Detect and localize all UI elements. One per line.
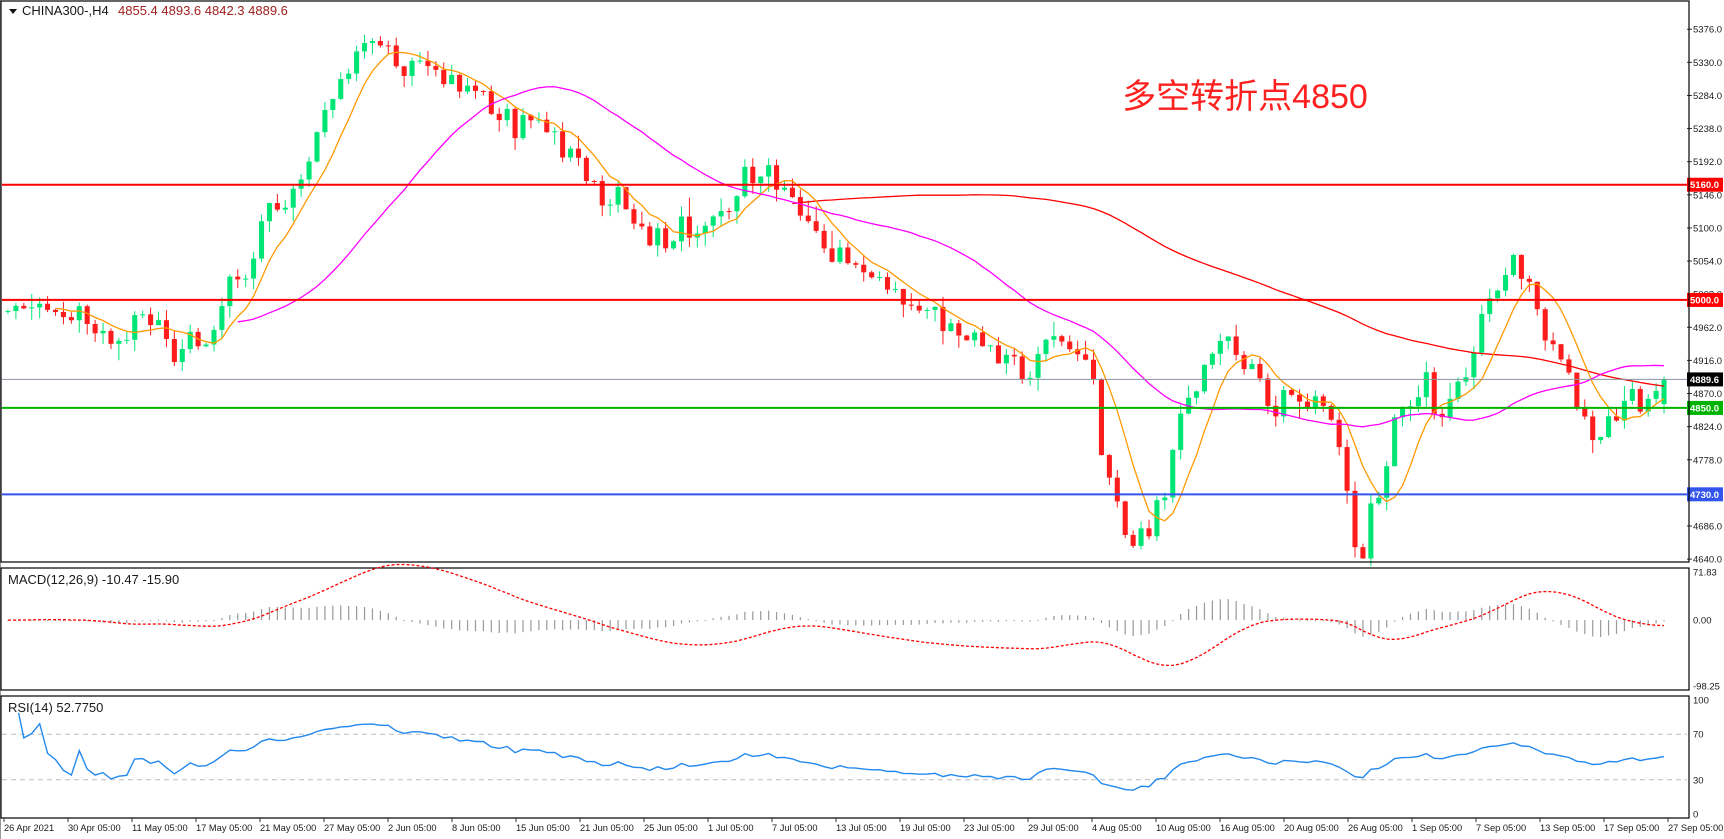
svg-text:30 Apr 05:00: 30 Apr 05:00: [68, 823, 121, 833]
svg-text:13 Sep 05:00: 13 Sep 05:00: [1540, 823, 1595, 833]
svg-text:4962.0: 4962.0: [1693, 323, 1722, 334]
svg-text:4686.0: 4686.0: [1693, 522, 1722, 533]
svg-text:5160.0: 5160.0: [1690, 180, 1719, 191]
svg-text:21 May 05:00: 21 May 05:00: [260, 823, 316, 833]
svg-text:5054.0: 5054.0: [1693, 257, 1722, 268]
svg-text:15 Jun 05:00: 15 Jun 05:00: [516, 823, 570, 833]
svg-text:0.00: 0.00: [1693, 616, 1712, 627]
svg-text:0: 0: [1693, 810, 1698, 821]
svg-text:5146.0: 5146.0: [1693, 190, 1722, 201]
svg-text:19 Jul 05:00: 19 Jul 05:00: [900, 823, 951, 833]
svg-text:27 May 05:00: 27 May 05:00: [324, 823, 380, 833]
svg-text:5000.0: 5000.0: [1690, 295, 1719, 306]
svg-text:17 May 05:00: 17 May 05:00: [196, 823, 252, 833]
svg-text:5238.0: 5238.0: [1693, 124, 1722, 135]
svg-text:16 Aug 05:00: 16 Aug 05:00: [1220, 823, 1275, 833]
svg-text:-98.25: -98.25: [1693, 682, 1720, 693]
svg-text:MACD(12,26,9) -10.47 -15.90: MACD(12,26,9) -10.47 -15.90: [8, 572, 179, 587]
svg-text:4824.0: 4824.0: [1693, 422, 1722, 433]
svg-text:5192.0: 5192.0: [1693, 157, 1722, 168]
svg-text:21 Jun 05:00: 21 Jun 05:00: [580, 823, 634, 833]
svg-text:30: 30: [1693, 775, 1704, 786]
svg-text:多空转折点4850: 多空转折点4850: [1122, 78, 1368, 116]
svg-text:4640.0: 4640.0: [1693, 555, 1722, 566]
svg-text:4 Aug 05:00: 4 Aug 05:00: [1092, 823, 1142, 833]
svg-text:26 Apr 2021: 26 Apr 2021: [4, 823, 54, 833]
svg-text:4850.0: 4850.0: [1690, 403, 1719, 414]
svg-text:5284.0: 5284.0: [1693, 91, 1722, 102]
svg-text:7 Jul 05:00: 7 Jul 05:00: [772, 823, 818, 833]
svg-text:4730.0: 4730.0: [1690, 490, 1719, 501]
svg-text:13 Jul 05:00: 13 Jul 05:00: [836, 823, 887, 833]
svg-text:RSI(14) 52.7750: RSI(14) 52.7750: [8, 700, 103, 715]
svg-text:4889.6: 4889.6: [1690, 375, 1719, 386]
svg-text:71.83: 71.83: [1693, 568, 1717, 579]
svg-text:23 Jul 05:00: 23 Jul 05:00: [964, 823, 1015, 833]
svg-text:1 Jul 05:00: 1 Jul 05:00: [708, 823, 754, 833]
svg-text:17 Sep 05:00: 17 Sep 05:00: [1604, 823, 1659, 833]
svg-text:4778.0: 4778.0: [1693, 455, 1722, 466]
svg-text:5376.0: 5376.0: [1693, 25, 1722, 36]
svg-text:29 Jul 05:00: 29 Jul 05:00: [1028, 823, 1079, 833]
svg-text:CHINA300-,H4: CHINA300-,H4: [22, 3, 109, 18]
svg-text:26 Aug 05:00: 26 Aug 05:00: [1348, 823, 1403, 833]
svg-text:4855.4 4893.6 4842.3 4889.6: 4855.4 4893.6 4842.3 4889.6: [118, 3, 288, 18]
svg-text:2 Jun 05:00: 2 Jun 05:00: [388, 823, 437, 833]
svg-text:7 Sep 05:00: 7 Sep 05:00: [1476, 823, 1526, 833]
svg-text:5330.0: 5330.0: [1693, 58, 1722, 69]
svg-text:11 May 05:00: 11 May 05:00: [132, 823, 188, 833]
svg-text:8 Jun 05:00: 8 Jun 05:00: [452, 823, 501, 833]
svg-text:1 Sep 05:00: 1 Sep 05:00: [1412, 823, 1462, 833]
svg-text:100: 100: [1693, 696, 1709, 707]
svg-text:5100.0: 5100.0: [1693, 223, 1722, 234]
svg-text:4916.0: 4916.0: [1693, 356, 1722, 367]
svg-text:10 Aug 05:00: 10 Aug 05:00: [1156, 823, 1211, 833]
svg-text:4870.0: 4870.0: [1693, 389, 1722, 400]
svg-text:27 Sep 05:00: 27 Sep 05:00: [1668, 823, 1723, 833]
svg-text:70: 70: [1693, 730, 1704, 741]
svg-text:25 Jun 05:00: 25 Jun 05:00: [644, 823, 698, 833]
svg-text:20 Aug 05:00: 20 Aug 05:00: [1284, 823, 1339, 833]
